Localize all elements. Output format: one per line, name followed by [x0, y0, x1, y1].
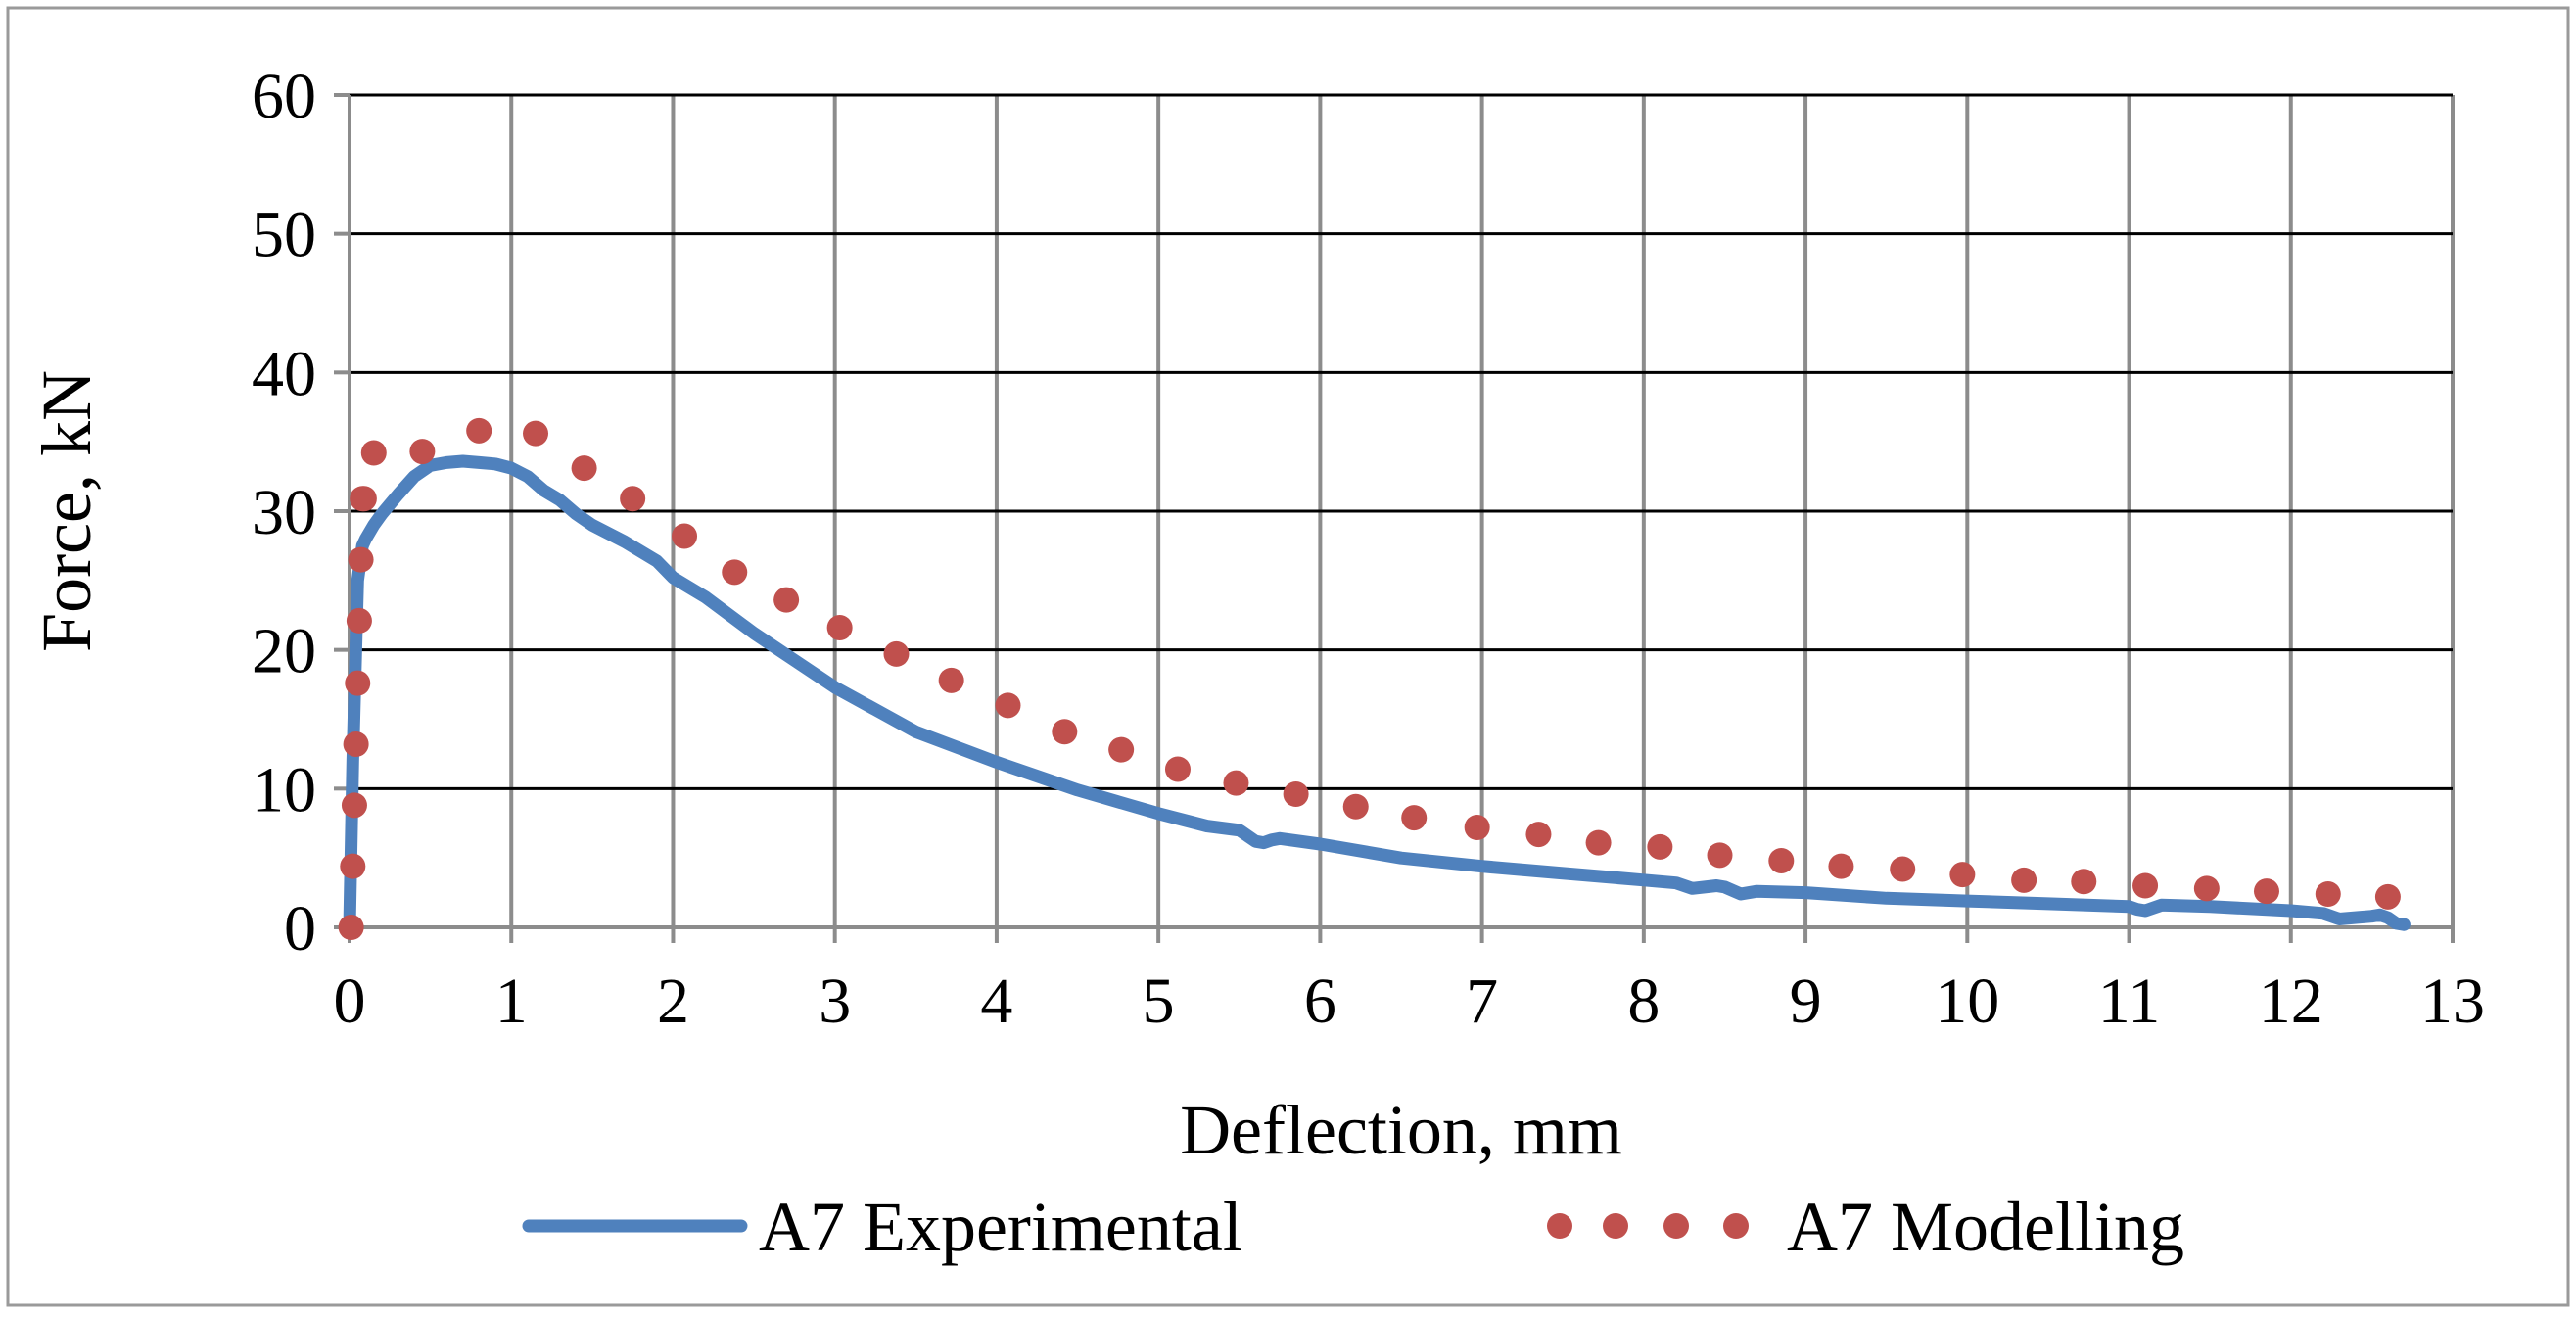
data-point-a7-modelling — [1342, 793, 1369, 820]
series — [338, 417, 2411, 940]
data-point-a7-modelling — [360, 440, 387, 466]
legend-dot — [1663, 1213, 1689, 1239]
data-point-a7-modelling — [1401, 805, 1428, 831]
data-point-a7-modelling — [722, 559, 748, 586]
data-point-a7-modelling — [1223, 770, 1249, 796]
data-point-a7-modelling — [409, 439, 436, 465]
x-tick-label: 6 — [1304, 965, 1336, 1037]
data-point-a7-modelling — [938, 667, 964, 693]
data-point-a7-modelling — [995, 692, 1021, 719]
data-point-a7-modelling — [348, 546, 374, 573]
legend: A7 Experimental A7 Modelling — [522, 1188, 2184, 1266]
data-point-a7-modelling — [2374, 883, 2401, 910]
x-tick-label: 9 — [1790, 965, 1822, 1037]
data-point-a7-modelling — [351, 486, 377, 512]
y-tick-label: 0 — [284, 893, 316, 965]
data-point-a7-modelling — [2315, 881, 2341, 907]
data-point-a7-modelling — [1283, 781, 1309, 807]
data-point-a7-modelling — [346, 607, 372, 634]
x-tick-label: 10 — [1935, 965, 1999, 1037]
data-point-a7-modelling — [1949, 862, 1976, 888]
x-tick-label: 12 — [2259, 965, 2323, 1037]
data-point-a7-modelling — [2193, 875, 2220, 902]
legend-item-a7-experimental: A7 Experimental — [522, 1188, 1242, 1266]
data-point-a7-modelling — [571, 455, 597, 482]
data-point-a7-modelling — [466, 417, 492, 444]
x-tick-label: 5 — [1143, 965, 1175, 1037]
data-point-a7-modelling — [1707, 842, 1733, 869]
data-point-a7-modelling — [620, 486, 646, 512]
data-point-a7-modelling — [343, 731, 369, 757]
data-point-a7-modelling — [2253, 878, 2279, 905]
x-tick-label: 3 — [819, 965, 851, 1037]
data-point-a7-modelling — [1647, 833, 1673, 860]
data-point-a7-modelling — [1585, 829, 1612, 856]
x-tick-label: 11 — [2098, 965, 2161, 1037]
x-tick-label: 7 — [1466, 965, 1498, 1037]
y-tick-label: 60 — [252, 61, 316, 132]
y-tick-labels: 0 10 20 30 40 50 60 — [252, 61, 316, 965]
data-point-a7-modelling — [341, 792, 367, 819]
x-tick-label: 2 — [657, 965, 689, 1037]
data-point-a7-modelling — [345, 670, 371, 696]
x-tick-label: 8 — [1627, 965, 1660, 1037]
data-point-a7-modelling — [826, 615, 853, 640]
x-axis-title: Deflection, mm — [1180, 1091, 1622, 1169]
y-tick-label: 50 — [252, 200, 316, 271]
legend-label-a7-experimental: A7 Experimental — [759, 1188, 1242, 1266]
data-point-a7-modelling — [1164, 756, 1191, 782]
x-tick-label: 1 — [495, 965, 528, 1037]
data-point-a7-modelling — [1525, 822, 1552, 848]
series-line-a7-experimental — [343, 454, 2411, 934]
data-point-a7-modelling — [1052, 719, 1078, 745]
data-point-a7-modelling — [1464, 815, 1490, 840]
data-point-a7-modelling — [773, 587, 800, 613]
data-point-a7-modelling — [338, 915, 364, 940]
x-tick-label: 0 — [334, 965, 366, 1037]
grid — [350, 93, 2455, 927]
y-tick-label: 10 — [252, 754, 316, 825]
data-point-a7-modelling — [1108, 736, 1135, 763]
data-point-a7-modelling — [340, 853, 366, 879]
data-point-a7-modelling — [2071, 869, 2097, 895]
legend-dot — [1603, 1213, 1628, 1239]
y-tick-label: 30 — [252, 477, 316, 548]
legend-swatch-dots — [1547, 1213, 1749, 1239]
x-tick-label: 13 — [2420, 965, 2485, 1037]
legend-label-a7-modelling: A7 Modelling — [1787, 1188, 2184, 1266]
data-point-a7-modelling — [523, 420, 549, 447]
data-point-a7-modelling — [1768, 848, 1795, 873]
data-point-a7-modelling — [2132, 872, 2159, 899]
x-tick-labels: 0 1 2 3 4 5 6 7 8 9 10 11 12 13 — [334, 965, 2486, 1037]
data-point-a7-modelling — [883, 640, 910, 667]
y-axis-title: Force, kN — [27, 370, 106, 652]
data-point-a7-modelling — [672, 523, 698, 549]
legend-item-a7-modelling: A7 Modelling — [1547, 1188, 2184, 1266]
chart-border — [6, 6, 2570, 1307]
data-point-a7-modelling — [1828, 853, 1854, 879]
legend-dot — [1547, 1213, 1572, 1239]
data-point-a7-modelling — [2011, 867, 2037, 893]
y-tick-label: 40 — [252, 338, 316, 409]
x-tick-label: 4 — [980, 965, 1012, 1037]
y-tick-label: 20 — [252, 616, 316, 687]
legend-dot — [1723, 1213, 1749, 1239]
data-point-a7-modelling — [1890, 856, 1916, 882]
